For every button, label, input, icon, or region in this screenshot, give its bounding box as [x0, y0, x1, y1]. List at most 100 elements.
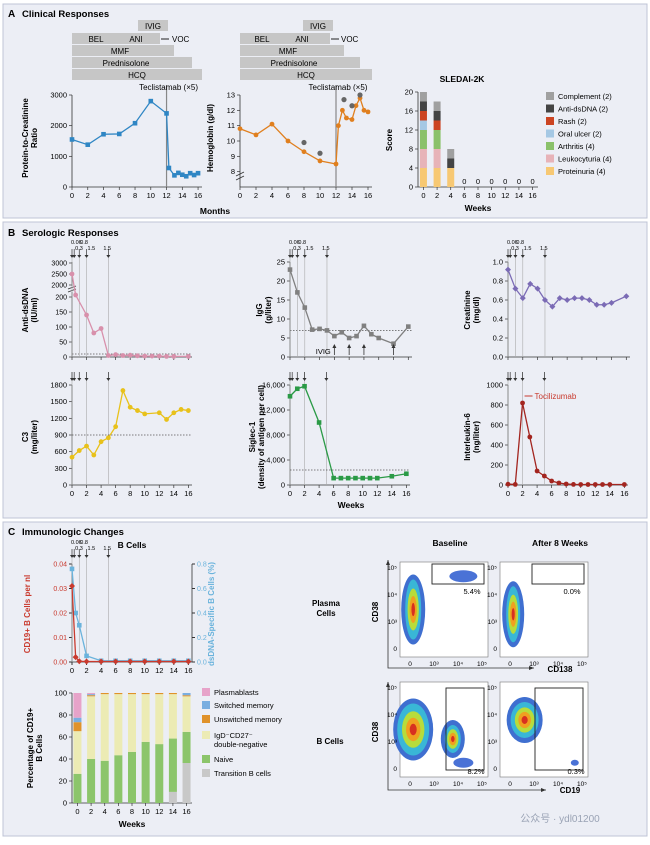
anti-dsdna-line	[71, 273, 189, 358]
b-subset-bar-segment	[87, 696, 96, 759]
x-tick-label: 10⁴	[553, 781, 563, 788]
legend-label: Naive	[214, 755, 233, 764]
x-tick-label: 8	[130, 807, 134, 816]
b6-point	[527, 434, 533, 440]
mmf-bar-2	[240, 45, 344, 56]
dose-label: 1.5	[103, 246, 111, 252]
y-tick-label: 900	[54, 431, 67, 440]
dose-arrowhead	[542, 378, 547, 381]
hcq-bar	[72, 69, 202, 80]
dsdna-specific-b-point	[84, 653, 89, 659]
legend-swatch	[546, 92, 554, 100]
b6-point	[520, 400, 525, 406]
x-tick-label: 16	[194, 191, 202, 200]
y-tick-label: 10⁴	[387, 592, 397, 599]
b-subset-bar-segment	[100, 693, 109, 695]
igg-point	[317, 326, 322, 332]
b6-point	[578, 482, 584, 487]
x-tick-label: 12	[162, 191, 170, 200]
transfusion-marker	[301, 139, 307, 146]
y-tick-label: 20	[405, 88, 413, 97]
b-subset-bar-segment	[73, 731, 82, 774]
y-tick-label: 1200	[50, 414, 67, 423]
b5-point	[294, 386, 300, 392]
ivig-label-2: IVIG	[310, 22, 326, 31]
igg-point	[406, 324, 411, 329]
y-tick-label: 3000	[51, 261, 67, 268]
x-tick-label: 2	[302, 489, 306, 498]
b4-point	[164, 417, 169, 422]
transfusion-marker	[349, 103, 355, 109]
b4-point	[171, 410, 177, 416]
y-tick-label: 2000	[50, 121, 67, 130]
dose-label: 0.3	[75, 246, 83, 252]
pcr-point	[172, 173, 177, 178]
dose-arrowhead	[72, 555, 77, 558]
chart-c1: B Cells 0.00 0.01 0.02 0.03 0.04 0.0 0.2 0.4 0.6 0…	[23, 540, 216, 675]
cd19-b-point	[185, 658, 192, 665]
flow-axis-arrow	[387, 682, 546, 791]
hemoglobin-point	[253, 132, 259, 138]
b6-point	[607, 482, 613, 487]
x-axis-label: CD138	[548, 665, 573, 674]
density-gate-pop	[453, 757, 474, 768]
hemoglobin-point	[344, 115, 349, 121]
y-tick-label: 200	[55, 295, 67, 302]
creatinine-point	[571, 295, 578, 302]
igg-point	[339, 330, 345, 335]
igg-point	[354, 333, 359, 339]
y-tick-label: 8	[409, 145, 413, 154]
x-tick-label: 8	[302, 191, 306, 200]
dsdna-specific-b-point	[76, 622, 82, 628]
x-tick-label: 2	[435, 191, 439, 200]
y-tick-label: 25	[277, 258, 285, 267]
hemoglobin-point	[340, 107, 345, 113]
b5-point	[353, 475, 358, 481]
x-tick-label: 2	[89, 807, 93, 816]
weeks-xlabel: Weeks	[119, 819, 146, 829]
b-subset-bar-segment	[155, 744, 164, 803]
y-tick-label: 0.6	[493, 296, 503, 305]
arrowhead	[541, 788, 546, 792]
panel-b-title: Serologic Responses	[22, 228, 119, 239]
sledai-bar-segment	[419, 111, 427, 121]
igg-point	[361, 323, 367, 329]
x-tick-label: 10	[316, 191, 324, 200]
y-axis-label: Interleukin-6	[463, 413, 472, 461]
gate-percentage: 0.0%	[563, 587, 580, 596]
x-tick-label: 0	[70, 666, 74, 675]
y-tick-label: 0	[63, 183, 67, 192]
mmf-bar	[72, 45, 174, 56]
pcr-point	[164, 111, 169, 116]
x-tick-label: 4	[270, 191, 274, 200]
mmf-label: MMF	[111, 47, 129, 56]
y-axis-label: Anti-dsDNA	[21, 287, 30, 332]
creatinine-point	[541, 297, 548, 303]
transfusion-marker	[341, 97, 347, 103]
legend-swatch	[202, 731, 210, 739]
dose-label: 0.06	[71, 540, 82, 546]
legend-label: Rash (2)	[558, 117, 587, 126]
dose-label: 1.5	[306, 246, 314, 252]
x-tick-label: 8	[128, 666, 132, 675]
y-axis-label: Score	[385, 128, 394, 151]
hemoglobin-point	[285, 138, 291, 144]
prednisolone-label-2: Prednisolone	[271, 59, 318, 68]
legend-swatch	[546, 117, 554, 125]
b-subset-bar-segment	[114, 693, 123, 695]
sledai-bar-segment	[433, 120, 441, 130]
mmf-label-2: MMF	[279, 47, 297, 56]
dose-arrowhead	[295, 255, 300, 258]
flow-axis-arrow	[387, 560, 534, 669]
dose-arrowhead	[542, 255, 547, 258]
zero-score-label: 0	[490, 177, 494, 186]
dose-arrowhead	[84, 378, 89, 381]
dose-label: 0.8	[80, 540, 88, 546]
y-tick-label: 12	[405, 126, 413, 135]
x-tick-label: 6	[550, 489, 554, 498]
y-tick-label: 2500	[51, 272, 67, 279]
pcr-point	[195, 170, 201, 176]
b6-point	[592, 482, 598, 487]
y-tick-label: 8,000	[266, 431, 285, 440]
